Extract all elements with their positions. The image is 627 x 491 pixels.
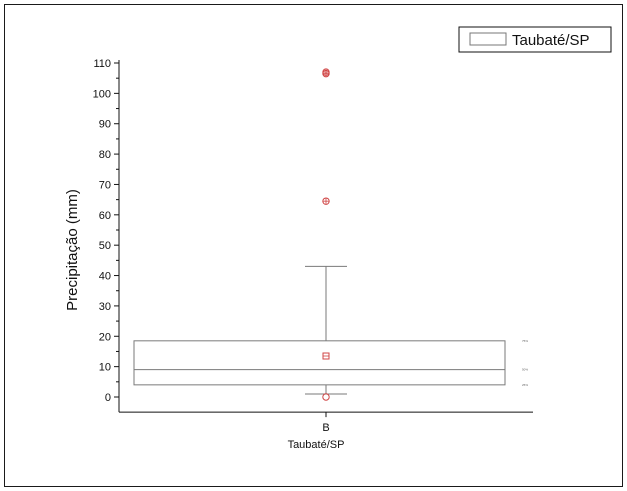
- y-tick-label-90: 90: [99, 119, 111, 131]
- y-tick-label-40: 40: [99, 271, 111, 283]
- percentile-label-3: 25%: [522, 383, 528, 387]
- x-tick-label-b: B: [322, 422, 329, 434]
- y-tick-label-50: 50: [99, 240, 111, 252]
- y-tick-label-0: 0: [105, 392, 111, 404]
- y-tick-label-80: 80: [99, 149, 111, 161]
- y-tick-label-20: 20: [99, 331, 111, 343]
- box-plot-series: 75% 50% 25%: [133, 68, 528, 401]
- percentile-label-2: 50%: [522, 368, 528, 372]
- y-tick-label-60: 60: [99, 210, 111, 222]
- plot-frame: [4, 4, 623, 487]
- y-axis-title: Precipitação (mm): [64, 189, 81, 311]
- y-tick-label-110: 110: [93, 58, 111, 70]
- iqr-box: [133, 340, 506, 386]
- min-marker: [322, 393, 330, 401]
- legend: Taubaté/SP: [458, 26, 612, 53]
- y-tick-label-10: 10: [99, 362, 111, 374]
- y-axis-ticks: 0 10 20 30 40 50 60 70 80 90 100 110: [93, 58, 327, 418]
- x-axis-title: Taubaté/SP: [288, 439, 345, 451]
- y-tick-label-70: 70: [99, 179, 111, 191]
- legend-label: Taubaté/SP: [512, 32, 590, 49]
- y-tick-label-100: 100: [93, 88, 111, 100]
- legend-swatch: [469, 32, 507, 46]
- percentile-label-1: 75%: [522, 339, 528, 343]
- y-tick-label-30: 30: [99, 301, 111, 313]
